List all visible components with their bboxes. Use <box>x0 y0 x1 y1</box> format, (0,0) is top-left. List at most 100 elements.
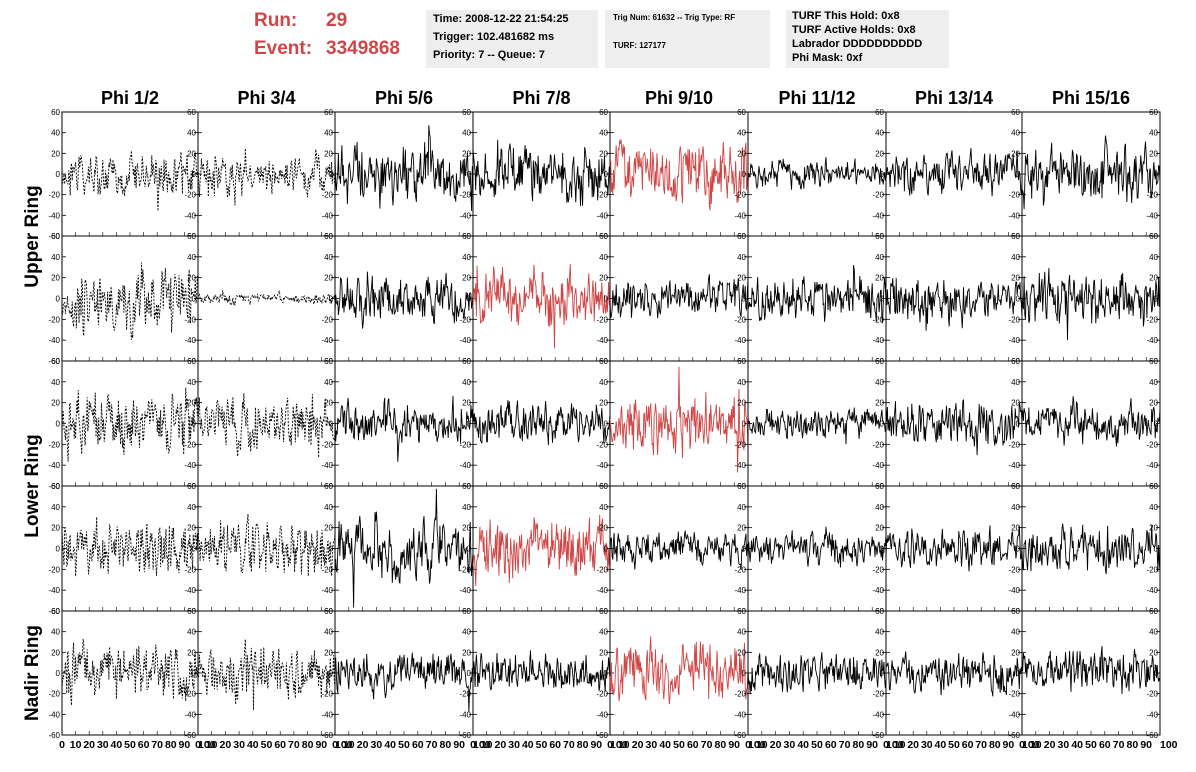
y-tick-label: 20 <box>1149 648 1158 657</box>
x-tick-label: 10 <box>756 739 768 751</box>
x-tick-label: 80 <box>165 739 177 751</box>
labrador-text: Labrador DDDDDDDDDD <box>792 38 923 50</box>
y-tick-label: -20 <box>48 315 60 324</box>
y-tick-label: -40 <box>734 461 746 470</box>
y-tick-label: -40 <box>872 461 884 470</box>
column-title: Phi 15/16 <box>1052 88 1130 108</box>
trigger-text: Trigger: 102.481682 ms <box>433 31 555 43</box>
x-tick-label: 100 <box>198 739 216 751</box>
waveform-trace <box>747 265 887 324</box>
panel-frame <box>61 485 199 612</box>
x-tick-label: 100 <box>335 739 353 751</box>
y-tick-label: 60 <box>51 232 60 241</box>
y-tick-label: -40 <box>1008 710 1020 719</box>
x-tick-label: 10 <box>206 739 218 751</box>
y-tick-label: 40 <box>1011 378 1020 387</box>
waveform-trace <box>61 262 199 340</box>
y-tick-label: -20 <box>321 191 333 200</box>
waveform-trace <box>1021 523 1161 575</box>
y-tick-label: 20 <box>1011 274 1020 283</box>
y-tick-label: -20 <box>1146 315 1158 324</box>
x-tick-label: 20 <box>357 739 369 751</box>
x-tick-label: 30 <box>508 739 520 751</box>
row-group-label: Lower Ring <box>22 434 43 537</box>
x-tick-label: 100 <box>1160 739 1178 751</box>
y-tick-label: 60 <box>599 232 608 241</box>
waveform-trace <box>885 399 1023 456</box>
y-tick-label: 40 <box>737 129 746 138</box>
y-tick-label: 0 <box>192 295 197 304</box>
x-tick-label: 100 <box>886 739 904 751</box>
row-group-label: Upper Ring <box>22 185 43 287</box>
waveform-trace <box>609 139 749 211</box>
y-tick-label: -60 <box>459 731 471 740</box>
y-tick-label: 0 <box>1016 170 1021 179</box>
y-tick-label: 0 <box>742 669 747 678</box>
x-tick-label: 30 <box>97 739 109 751</box>
y-tick-label: 40 <box>1149 628 1158 637</box>
y-tick-label: 40 <box>737 253 746 262</box>
y-tick-label: -20 <box>596 191 608 200</box>
y-tick-label: 20 <box>737 274 746 283</box>
waveform-trace <box>747 526 887 568</box>
y-tick-label: 40 <box>1011 253 1020 262</box>
x-tick-label: 10 <box>70 739 82 751</box>
y-tick-label: 40 <box>324 503 333 512</box>
y-tick-label: -40 <box>459 586 471 595</box>
y-tick-label: 60 <box>51 108 60 117</box>
y-tick-label: -40 <box>48 586 60 595</box>
y-tick-label: -20 <box>596 565 608 574</box>
y-tick-label: -20 <box>48 690 60 699</box>
y-tick-label: -40 <box>596 336 608 345</box>
waveform-trace <box>472 400 611 446</box>
y-tick-label: -20 <box>1008 690 1020 699</box>
panel-frame <box>609 610 749 736</box>
x-tick-label: 60 <box>687 739 699 751</box>
y-tick-label: 40 <box>51 503 60 512</box>
y-tick-label: 60 <box>1011 607 1020 616</box>
y-tick-label: 0 <box>604 420 609 429</box>
y-tick-label: 20 <box>1011 524 1020 533</box>
y-tick-label: 0 <box>56 545 61 554</box>
x-tick-label: 50 <box>1085 739 1097 751</box>
y-tick-label: 20 <box>599 648 608 657</box>
y-tick-label: 20 <box>875 524 884 533</box>
x-tick-label: 0 <box>1019 739 1025 751</box>
y-tick-label: -40 <box>1146 710 1158 719</box>
y-tick-label: 20 <box>875 274 884 283</box>
y-tick-label: 20 <box>51 648 60 657</box>
y-tick-label: 60 <box>599 357 608 366</box>
y-tick-label: 40 <box>599 628 608 637</box>
y-tick-label: 40 <box>51 378 60 387</box>
x-tick-label: 70 <box>1113 739 1125 751</box>
y-tick-label: 40 <box>599 378 608 387</box>
y-tick-label: 60 <box>1149 232 1158 241</box>
y-tick-label: 20 <box>1149 149 1158 158</box>
y-tick-label: 60 <box>1149 607 1158 616</box>
y-tick-label: 0 <box>1016 669 1021 678</box>
y-tick-label: -20 <box>872 690 884 699</box>
y-tick-label: 60 <box>324 232 333 241</box>
y-tick-label: 60 <box>875 357 884 366</box>
y-tick-label: 0 <box>604 669 609 678</box>
x-tick-label: 60 <box>962 739 974 751</box>
y-tick-label: 0 <box>742 295 747 304</box>
y-tick-label: 40 <box>599 503 608 512</box>
x-tick-label: 80 <box>302 739 314 751</box>
y-tick-label: -20 <box>184 440 196 449</box>
y-tick-label: -40 <box>596 710 608 719</box>
y-tick-label: 0 <box>467 420 472 429</box>
x-tick-label: 90 <box>1003 739 1015 751</box>
y-tick-label: 20 <box>1149 274 1158 283</box>
column-title: Phi 3/4 <box>237 88 295 108</box>
